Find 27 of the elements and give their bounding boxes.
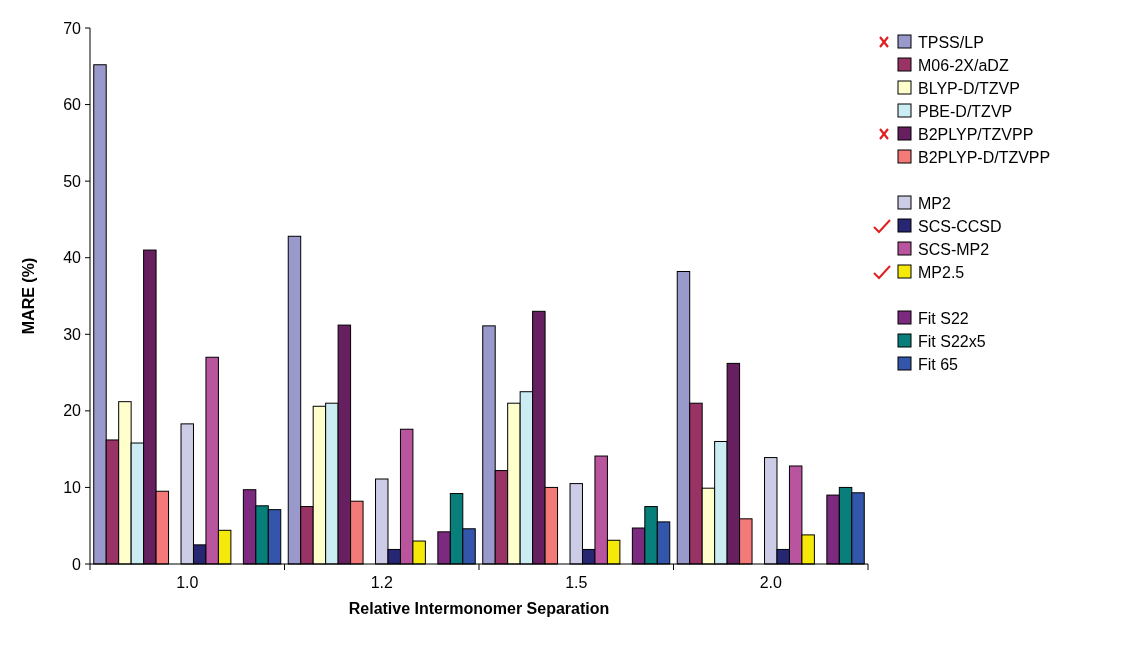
- legend-label: B2PLYP/TZVPP: [918, 125, 1034, 143]
- legend-label: Fit S22x5: [918, 332, 986, 350]
- legend-label: SCS-MP2: [918, 240, 990, 258]
- y-tick-label: 50: [63, 172, 82, 190]
- legend-label: BLYP-D/TZVP: [918, 79, 1020, 97]
- y-tick-label: 20: [63, 402, 82, 420]
- x-axis-title: Relative Intermonomer Separation: [348, 600, 610, 617]
- y-tick-label: 40: [63, 249, 82, 267]
- legend-label: TPSS/LP: [918, 33, 984, 51]
- legend-label: SCS-CCSD: [918, 217, 1002, 235]
- y-tick-label: 10: [63, 479, 82, 497]
- x-tick-label: 2.0: [759, 574, 782, 591]
- x-tick-label: 1.2: [370, 574, 393, 591]
- legend-label: Fit S22: [918, 309, 969, 327]
- legend-label: Fit 65: [918, 355, 959, 373]
- y-tick-label: 0: [72, 555, 82, 573]
- legend-label: MP2: [918, 194, 951, 212]
- y-tick-label: 30: [63, 325, 82, 343]
- legend-label: B2PLYP-D/TZVPP: [918, 148, 1051, 166]
- y-axis-title: MARE (%): [20, 257, 37, 335]
- x-tick-label: 1.5: [565, 574, 588, 591]
- y-tick-label: 60: [63, 96, 82, 114]
- legend-label: M06-2X/aDZ: [918, 56, 1009, 74]
- legend-label: MP2.5: [918, 263, 965, 281]
- x-tick-label: 1.0: [176, 574, 199, 591]
- y-tick-label: 70: [63, 19, 82, 37]
- legend-label: PBE-D/TZVP: [918, 102, 1013, 120]
